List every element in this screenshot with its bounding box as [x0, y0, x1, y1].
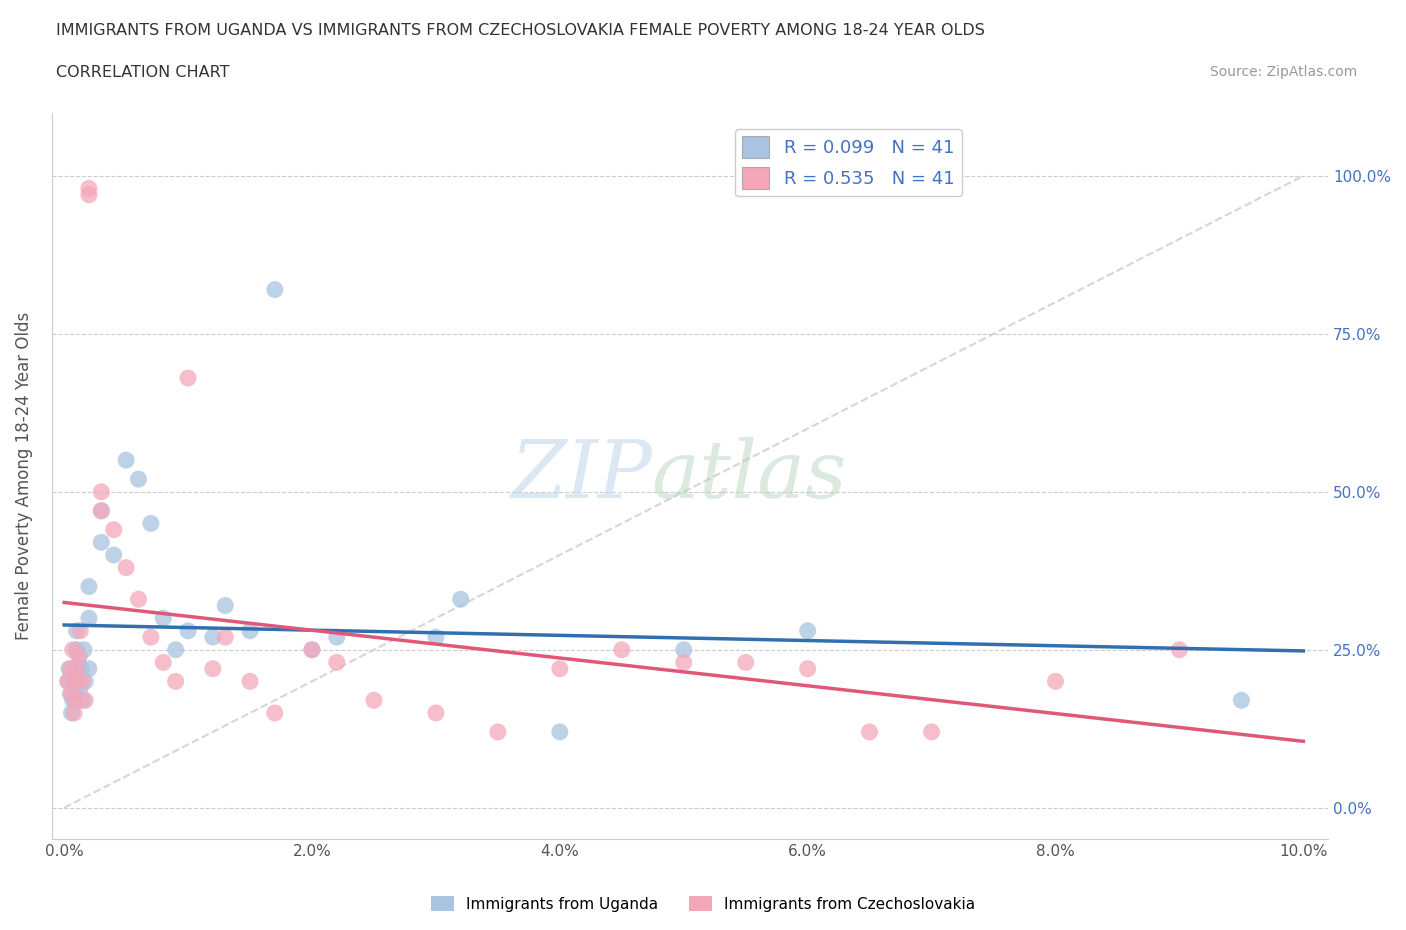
Text: ZIP: ZIP	[510, 437, 651, 514]
Point	[450, 591, 472, 606]
Point	[77, 579, 100, 594]
Point	[672, 643, 695, 658]
Point	[201, 630, 224, 644]
Point	[75, 693, 97, 708]
Point	[65, 661, 87, 676]
Point	[77, 611, 100, 626]
Point	[72, 693, 94, 708]
Point	[239, 674, 262, 689]
Point	[239, 623, 262, 638]
Point	[73, 643, 96, 658]
Point	[201, 661, 224, 676]
Point	[301, 643, 323, 658]
Point	[548, 661, 571, 676]
Text: Source: ZipAtlas.com: Source: ZipAtlas.com	[1209, 65, 1357, 79]
Point	[548, 724, 571, 739]
Point	[301, 643, 323, 658]
Point	[65, 643, 87, 658]
Point	[77, 181, 100, 196]
Point	[56, 674, 79, 689]
Point	[610, 643, 633, 658]
Point	[59, 661, 82, 676]
Point	[69, 680, 91, 695]
Point	[363, 693, 385, 708]
Point	[152, 611, 174, 626]
Point	[56, 674, 79, 689]
Point	[1168, 643, 1191, 658]
Text: atlas: atlas	[651, 437, 846, 514]
Point	[90, 503, 112, 518]
Point	[734, 655, 756, 670]
Point	[103, 548, 125, 563]
Point	[77, 661, 100, 676]
Point	[672, 655, 695, 670]
Point	[65, 686, 87, 701]
Point	[90, 485, 112, 499]
Point	[921, 724, 943, 739]
Point	[425, 630, 447, 644]
Point	[67, 648, 90, 663]
Point	[139, 630, 162, 644]
Point	[59, 686, 82, 701]
Point	[60, 686, 83, 701]
Point	[62, 643, 84, 658]
Point	[425, 706, 447, 721]
Point	[115, 560, 138, 575]
Point	[165, 674, 187, 689]
Point	[128, 591, 150, 606]
Point	[165, 643, 187, 658]
Point	[60, 706, 83, 721]
Point	[70, 661, 93, 676]
Point	[214, 630, 236, 644]
Point	[177, 623, 200, 638]
Point	[1230, 693, 1253, 708]
Point	[796, 661, 818, 676]
Point	[65, 674, 87, 689]
Point	[69, 623, 91, 638]
Point	[67, 648, 90, 663]
Point	[486, 724, 509, 739]
Point	[177, 371, 200, 386]
Point	[796, 623, 818, 638]
Point	[90, 503, 112, 518]
Point	[103, 523, 125, 538]
Point	[63, 706, 86, 721]
Point	[115, 453, 138, 468]
Point	[72, 674, 94, 689]
Legend: R = 0.099   N = 41, R = 0.535   N = 41: R = 0.099 N = 41, R = 0.535 N = 41	[735, 129, 962, 196]
Point	[139, 516, 162, 531]
Point	[62, 693, 84, 708]
Point	[128, 472, 150, 486]
Y-axis label: Female Poverty Among 18-24 Year Olds: Female Poverty Among 18-24 Year Olds	[15, 312, 32, 640]
Point	[263, 282, 285, 297]
Point	[65, 674, 87, 689]
Point	[65, 693, 87, 708]
Point	[1045, 674, 1067, 689]
Point	[326, 630, 349, 644]
Point	[214, 598, 236, 613]
Point	[63, 674, 86, 689]
Point	[90, 535, 112, 550]
Point	[77, 187, 100, 202]
Point	[65, 661, 87, 676]
Point	[152, 655, 174, 670]
Legend: Immigrants from Uganda, Immigrants from Czechoslovakia: Immigrants from Uganda, Immigrants from …	[425, 889, 981, 918]
Text: IMMIGRANTS FROM UGANDA VS IMMIGRANTS FROM CZECHOSLOVAKIA FEMALE POVERTY AMONG 18: IMMIGRANTS FROM UGANDA VS IMMIGRANTS FRO…	[56, 23, 986, 38]
Point	[326, 655, 349, 670]
Text: CORRELATION CHART: CORRELATION CHART	[56, 65, 229, 80]
Point	[263, 706, 285, 721]
Point	[859, 724, 882, 739]
Point	[75, 674, 97, 689]
Point	[58, 661, 80, 676]
Point	[65, 623, 87, 638]
